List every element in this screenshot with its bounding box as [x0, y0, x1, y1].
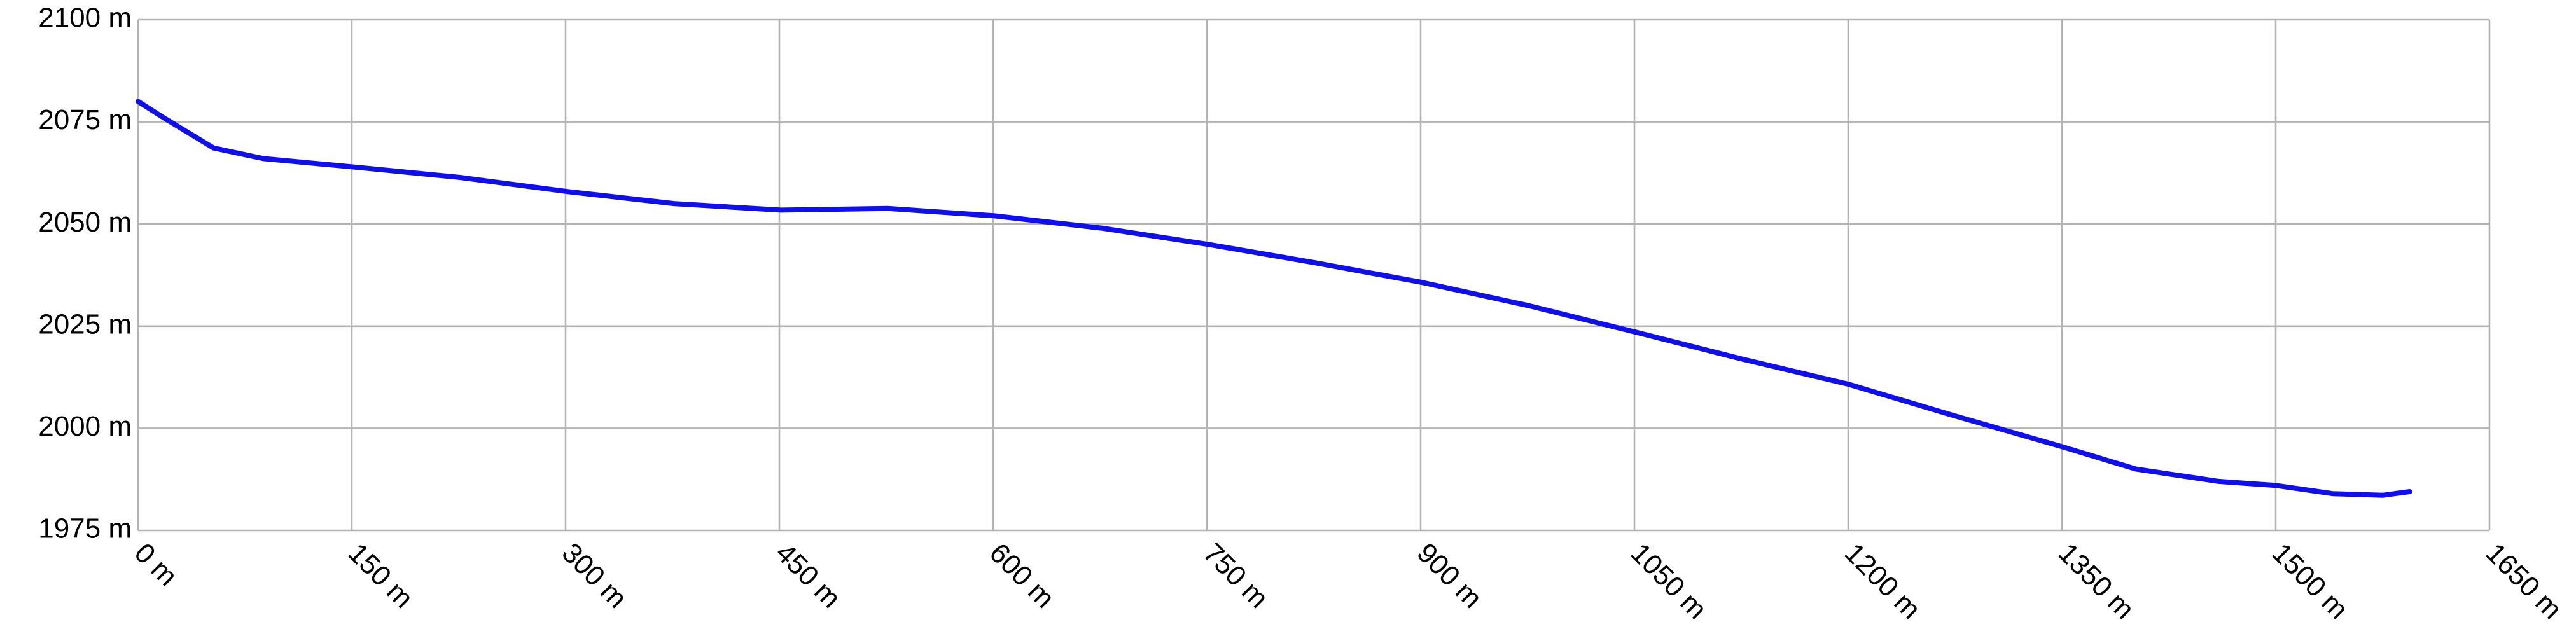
x-tick-label: 600 m: [984, 537, 1061, 614]
x-tick-label: 1650 m: [2480, 537, 2568, 625]
y-tick-label: 2050 m: [38, 207, 132, 238]
y-tick-label: 2075 m: [38, 104, 132, 135]
y-tick-label: 2025 m: [38, 308, 132, 340]
x-tick-label: 900 m: [1411, 537, 1488, 614]
x-tick-label: 1200 m: [1839, 537, 1926, 625]
y-tick-label: 2100 m: [38, 3, 132, 34]
x-tick-label: 1050 m: [1625, 537, 1713, 625]
x-tick-label: 300 m: [556, 537, 633, 614]
x-tick-label: 1350 m: [2052, 537, 2140, 625]
x-tick-label: 150 m: [342, 537, 419, 614]
x-tick-label: 450 m: [770, 537, 847, 614]
elevation-line: [136, 99, 2412, 498]
x-tick-label: 0 m: [129, 537, 184, 593]
y-tick-label: 2000 m: [38, 411, 132, 442]
x-tick-label: 1500 m: [2266, 537, 2354, 625]
x-tick-label: 750 m: [1197, 537, 1274, 614]
y-tick-label: 1975 m: [38, 513, 132, 544]
